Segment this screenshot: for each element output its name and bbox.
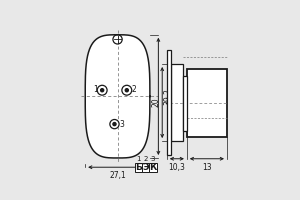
Text: 1: 1	[93, 85, 98, 94]
Bar	[149, 163, 157, 172]
Circle shape	[125, 89, 128, 92]
Circle shape	[122, 85, 132, 95]
Circle shape	[110, 119, 119, 129]
Circle shape	[113, 123, 116, 126]
Text: 2: 2	[131, 85, 136, 94]
Bar	[134, 163, 142, 172]
Bar	[187, 69, 227, 137]
Text: Э: Э	[142, 163, 149, 172]
Polygon shape	[85, 35, 150, 158]
Bar	[171, 64, 183, 141]
Circle shape	[100, 89, 104, 92]
Text: 2: 2	[143, 156, 148, 162]
Bar	[183, 76, 187, 131]
Text: 1: 1	[136, 156, 140, 162]
Text: 27,1: 27,1	[109, 171, 126, 180]
Bar	[167, 50, 172, 155]
Text: 3: 3	[119, 120, 124, 129]
Text: 13: 13	[202, 163, 212, 172]
Circle shape	[97, 85, 107, 95]
Text: 10,3: 10,3	[168, 163, 185, 172]
Text: 20: 20	[152, 98, 160, 107]
Text: Б: Б	[135, 163, 142, 172]
Text: К: К	[149, 163, 157, 172]
Bar	[142, 163, 149, 172]
Text: 3: 3	[151, 156, 155, 162]
Text: 39,2: 39,2	[163, 88, 172, 105]
